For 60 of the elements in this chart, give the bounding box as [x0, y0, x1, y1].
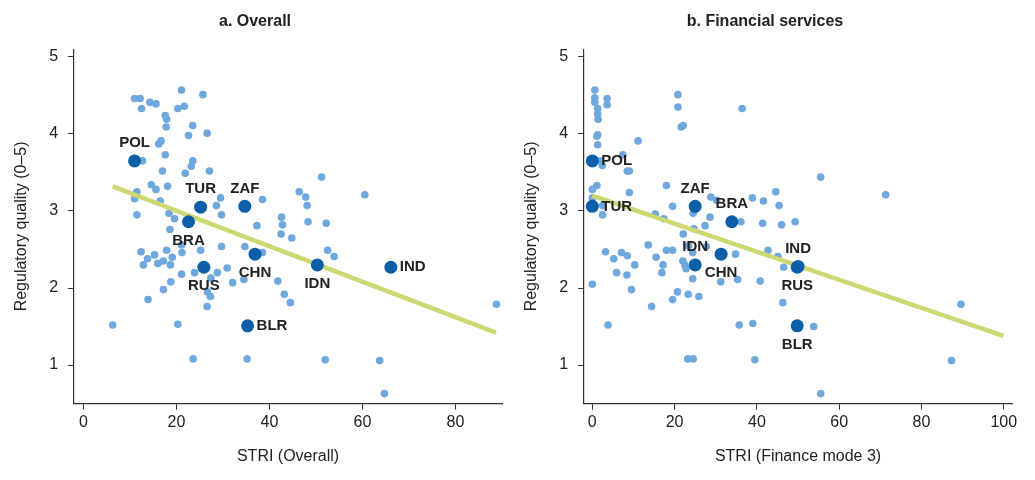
y-tick-label: 1: [559, 355, 569, 373]
point: [585, 154, 599, 168]
data-label: BLR: [256, 315, 288, 333]
point: [128, 154, 142, 168]
data-label: POL: [601, 151, 633, 169]
point: [182, 215, 196, 229]
data-label: IND: [399, 257, 426, 275]
data-label: BRA: [172, 230, 205, 248]
point: [310, 258, 324, 272]
data-label: IDN: [304, 274, 331, 292]
data-label: ZAF: [680, 178, 710, 196]
x-tick-label: 80: [912, 412, 931, 430]
x-axis-title: STRI (Overall): [236, 446, 340, 464]
data-label: RUS: [188, 276, 220, 294]
y-axis-title: Regulatory quality (0–5): [522, 141, 540, 312]
data-label: BLR: [781, 334, 813, 352]
data-label: ZAF: [230, 178, 260, 196]
point: [585, 199, 599, 213]
y-axis-title: Regulatory quality (0–5): [12, 141, 30, 312]
y-tick-label: 3: [559, 201, 569, 219]
data-label: BRA: [715, 193, 749, 211]
data-label: RUS: [781, 276, 814, 294]
point: [248, 247, 262, 261]
y-tick-label: 5: [49, 47, 59, 65]
x-tick-label: 0: [587, 412, 597, 430]
data-label: CHN: [238, 263, 272, 281]
y-tick-label: 3: [49, 201, 59, 219]
chart-title: a. Overall: [218, 12, 292, 30]
x-tick-label: 40: [260, 412, 279, 430]
x-tick-label: 60: [830, 412, 849, 430]
chart-title: b. Financial services: [686, 12, 844, 30]
point: [241, 319, 255, 333]
data-label: TUR: [185, 179, 217, 197]
y-tick-label: 4: [559, 124, 569, 142]
point: [790, 319, 804, 333]
x-tick-label: 100: [990, 412, 1018, 430]
data-label: IND: [785, 238, 812, 256]
data-label: POL: [119, 133, 150, 151]
y-tick-label: 5: [559, 47, 569, 65]
x-tick-label: 0: [78, 412, 88, 430]
y-tick-label: 1: [49, 355, 59, 373]
x-tick-label: 20: [167, 412, 186, 430]
point: [688, 199, 702, 213]
x-tick-label: 80: [446, 412, 465, 430]
data-label: TUR: [601, 196, 633, 214]
y-tick-label: 4: [49, 124, 59, 142]
y-tick-label: 2: [49, 278, 59, 296]
point: [384, 260, 398, 274]
point: [688, 258, 702, 272]
data-label: CHN: [704, 263, 738, 281]
point: [194, 200, 208, 214]
x-tick-label: 20: [665, 412, 684, 430]
y-tick-label: 2: [559, 278, 569, 296]
point: [714, 247, 728, 261]
point: [238, 199, 252, 213]
x-axis-title: STRI (Finance mode 3): [714, 446, 882, 464]
x-tick-label: 60: [353, 412, 372, 430]
x-tick-label: 40: [748, 412, 766, 430]
point: [725, 215, 739, 229]
point: [197, 260, 211, 274]
